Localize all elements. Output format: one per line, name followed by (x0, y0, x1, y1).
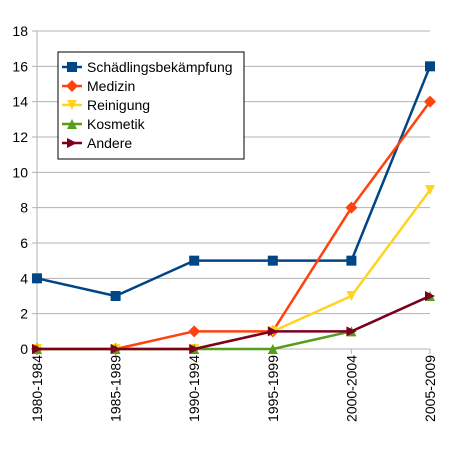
data-point (346, 291, 357, 301)
x-tick-label: 1985-1989 (108, 355, 124, 422)
legend-label: Reinigung (87, 97, 150, 113)
legend-label: Kosmetik (87, 116, 146, 132)
data-point (346, 255, 357, 266)
data-point (267, 326, 278, 337)
legend-marker (67, 100, 77, 110)
y-tick-label: 6 (20, 235, 28, 251)
data-point (425, 61, 435, 72)
series-3 (32, 291, 435, 354)
y-tick-label: 0 (20, 341, 28, 357)
x-axis-tick-labels: 1980-1984 1985-1989 1990-1994 1995-1999 2000… (29, 355, 438, 422)
legend-marker (66, 80, 78, 92)
data-point (188, 325, 201, 338)
data-point (345, 201, 358, 214)
data-point (110, 344, 121, 354)
legend-marker (67, 62, 77, 72)
y-tick-label: 16 (12, 58, 28, 74)
x-tick-label: 2000-2004 (343, 355, 359, 422)
data-point (32, 273, 42, 284)
y-tick-label: 14 (12, 94, 28, 110)
x-tick-label: 2005-2009 (422, 355, 438, 422)
legend-marker (67, 138, 77, 148)
data-point (425, 291, 435, 301)
series-group (31, 61, 436, 355)
legend-item: Kosmetik (62, 116, 146, 132)
series-4 (32, 291, 435, 354)
y-tick-label: 18 (12, 23, 28, 39)
legend: Schädlingsbekämpfung Medizin Reinigung Kosm… (57, 51, 245, 160)
legend-label: Andere (87, 135, 132, 151)
data-point (110, 291, 121, 301)
x-tick-label: 1990-1994 (186, 355, 202, 422)
series-0 (32, 61, 435, 301)
y-tick-label: 10 (12, 164, 28, 180)
y-tick-label: 2 (20, 306, 28, 322)
y-tick-label: 4 (20, 270, 28, 286)
legend-item: Andere (62, 135, 132, 151)
y-axis-tick-labels: 0 2 4 6 8 10 12 14 16 18 (12, 23, 28, 357)
data-point (267, 344, 278, 354)
y-tick-label: 8 (20, 200, 28, 216)
x-tick-label: 1995-1999 (265, 355, 281, 422)
data-point (189, 344, 200, 354)
legend-item: Reinigung (62, 97, 150, 113)
data-point (425, 185, 435, 195)
series-line (37, 294, 431, 351)
legend-label: Schädlingsbekämpfung (87, 59, 233, 75)
legend-item: Schädlingsbekämpfung (62, 59, 233, 75)
series-2 (32, 185, 435, 354)
legend-label: Medizin (87, 78, 135, 94)
legend-box (57, 51, 245, 160)
data-point (346, 326, 357, 337)
x-tick-label: 1980-1984 (29, 355, 45, 422)
legend-marker (67, 119, 77, 129)
data-point (424, 95, 436, 108)
series-line (36, 65, 432, 298)
legend-item: Medizin (62, 78, 135, 94)
data-point (267, 255, 278, 266)
data-point (32, 344, 42, 354)
y-tick-label: 12 (12, 129, 28, 145)
data-point (189, 255, 200, 266)
